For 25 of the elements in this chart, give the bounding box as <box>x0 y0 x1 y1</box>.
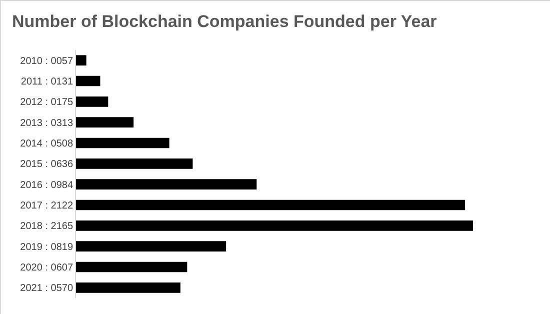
y-tick-label: 2021 : 0570 <box>20 283 74 294</box>
bar <box>76 76 100 86</box>
y-tick-label: 2012 : 0175 <box>20 97 74 108</box>
y-tick-label: 2014 : 0508 <box>20 138 74 150</box>
y-tick-label: 2010 : 0057 <box>20 56 74 67</box>
chart-title: Number of Blockchain Companies Founded per Year <box>12 12 438 32</box>
y-tick-label: 2018 : 2165 <box>20 221 74 232</box>
y-tick-label: 2015 : 0636 <box>20 159 74 170</box>
bar <box>76 55 86 66</box>
y-tick-label: 2019 : 0819 <box>20 242 74 253</box>
y-tick-label: 2020 : 0607 <box>20 262 74 274</box>
y-tick-label: 2017 : 2122 <box>20 200 74 212</box>
y-tick-label: 2011 : 0131 <box>20 76 74 88</box>
bar <box>76 262 188 272</box>
bar <box>76 117 134 128</box>
bar <box>76 241 226 252</box>
y-tick-label: 2013 : 0313 <box>20 118 74 129</box>
bar <box>76 179 257 190</box>
bar <box>76 200 466 210</box>
bar <box>76 138 170 148</box>
bar <box>76 158 193 169</box>
bar <box>76 220 473 231</box>
bar <box>76 282 180 293</box>
y-tick-label: 2016 : 0984 <box>20 180 74 191</box>
bar <box>76 96 108 107</box>
